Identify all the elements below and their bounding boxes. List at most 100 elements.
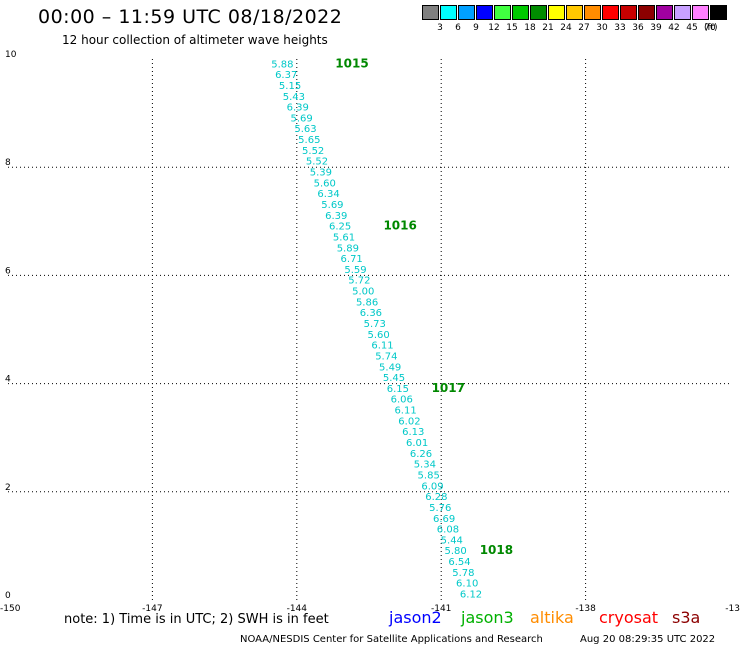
legend-swatch <box>566 5 583 20</box>
legend-label: 42 <box>668 23 680 33</box>
swh-point-label: 6.06 <box>391 395 413 406</box>
swh-point-label: 6.10 <box>456 579 478 590</box>
swh-point-label: 6.28 <box>425 492 447 503</box>
satellite-altika: altika <box>530 608 574 627</box>
legend-swatch <box>620 5 637 20</box>
legend-label: 12 <box>488 23 500 33</box>
x-tick-label: -150 <box>0 604 21 614</box>
legend-swatch <box>674 5 691 20</box>
swh-point-label: 6.09 <box>421 481 443 492</box>
pass-label: 1016 <box>383 219 416 233</box>
swh-point-label: 5.52 <box>302 146 324 157</box>
swh-point-label: 5.85 <box>418 470 440 481</box>
legend-swatch <box>458 5 475 20</box>
swh-point-label: 6.11 <box>394 406 416 417</box>
swh-point-label: 5.74 <box>375 351 397 362</box>
swh-point-label: 6.71 <box>341 254 363 265</box>
swh-point-label: 5.15 <box>279 81 301 92</box>
legend-label: 45 <box>686 23 698 33</box>
legend-swatch <box>476 5 493 20</box>
swh-point-label: 5.59 <box>344 265 366 276</box>
legend-label: 3 <box>437 23 443 33</box>
y-tick-label: 2 <box>5 483 11 493</box>
swh-point-label: 5.45 <box>383 373 405 384</box>
y-tick-label: 4 <box>5 375 11 385</box>
legend-label: 39 <box>650 23 662 33</box>
satellite-jason3: jason3 <box>461 608 514 627</box>
swh-point-label: 6.15 <box>387 384 409 395</box>
swh-point-label: 6.34 <box>317 189 339 200</box>
legend-swatch <box>440 5 457 20</box>
swh-point-label: 5.52 <box>306 157 328 168</box>
swh-point-label: 5.00 <box>352 287 374 298</box>
swh-point-label: 6.01 <box>406 438 428 449</box>
legend-swatch <box>584 5 601 20</box>
swh-point-label: 6.37 <box>275 70 297 81</box>
swh-point-label: 5.65 <box>298 135 320 146</box>
swh-point-label: 5.72 <box>348 276 370 287</box>
legend-label: 21 <box>542 23 554 33</box>
swh-point-label: 6.26 <box>410 449 432 460</box>
legend-label: 18 <box>524 23 536 33</box>
swh-point-label: 6.39 <box>287 103 309 114</box>
legend-swatch <box>710 5 727 20</box>
legend-label: 24 <box>560 23 572 33</box>
legend-label: 15 <box>506 23 518 33</box>
swh-point-label: 5.60 <box>367 330 389 341</box>
swh-point-label: 6.13 <box>402 427 424 438</box>
swh-point-label: 5.69 <box>321 200 343 211</box>
x-tick-label: -144 <box>287 604 308 614</box>
satellite-jason2: jason2 <box>389 608 442 627</box>
swh-point-label: 5.78 <box>452 568 474 579</box>
y-tick-label: 6 <box>5 266 11 276</box>
legend-swatch <box>494 5 511 20</box>
x-tick-label: -138 <box>575 604 596 614</box>
legend-label: 6 <box>455 23 461 33</box>
y-tick-label: 8 <box>5 158 11 168</box>
swh-point-label: 5.63 <box>294 124 316 135</box>
satellite-cryosat: cryosat <box>599 608 659 627</box>
swh-point-label: 5.61 <box>333 232 355 243</box>
legend-swatch <box>530 5 547 20</box>
swh-point-label: 5.76 <box>429 503 451 514</box>
legend-label: 33 <box>614 23 626 33</box>
legend-swatch <box>422 5 439 20</box>
footer-note: note: 1) Time is in UTC; 2) SWH is in fe… <box>64 612 329 627</box>
satellite-s3a: s3a <box>672 608 701 627</box>
y-tick-label: 10 <box>5 50 17 60</box>
swh-point-label: 6.69 <box>433 514 455 525</box>
swh-point-label: 5.89 <box>337 243 359 254</box>
swh-point-label: 5.60 <box>314 178 336 189</box>
swh-point-label: 6.11 <box>371 341 393 352</box>
swh-point-label: 6.02 <box>398 416 420 427</box>
swh-point-label: 6.12 <box>460 590 482 601</box>
swh-point-label: 5.88 <box>271 59 293 70</box>
legend-unit-label: (ft) <box>704 23 718 33</box>
pass-label: 1015 <box>335 56 368 70</box>
swh-point-label: 5.69 <box>290 113 312 124</box>
legend-label: 70 <box>704 23 716 33</box>
legend-label: 9 <box>473 23 479 33</box>
chart-title: 00:00 – 11:59 UTC 08/18/2022 <box>38 6 343 28</box>
chart-subtitle: 12 hour collection of altimeter wave hei… <box>62 33 328 47</box>
y-tick-label: 0 <box>5 591 11 601</box>
credit-line: NOAA/NESDIS Center for Satellite Applica… <box>240 634 543 645</box>
swh-point-label: 5.86 <box>356 297 378 308</box>
generated-timestamp: Aug 20 08:29:35 UTC 2022 <box>580 634 716 645</box>
swh-point-label: 6.08 <box>437 525 459 536</box>
swh-point-label: 5.44 <box>441 535 463 546</box>
swh-point-label: 6.39 <box>325 211 347 222</box>
swh-point-label: 5.43 <box>283 92 305 103</box>
x-tick-label: -13 <box>725 604 740 614</box>
legend-swatch <box>638 5 655 20</box>
swh-point-label: 5.49 <box>379 362 401 373</box>
swh-point-label: 5.73 <box>364 319 386 330</box>
legend-swatch <box>656 5 673 20</box>
swh-point-label: 5.34 <box>414 460 436 471</box>
legend-swatch <box>548 5 565 20</box>
legend-label: 36 <box>632 23 644 33</box>
legend-swatch <box>512 5 529 20</box>
legend-swatch <box>602 5 619 20</box>
x-tick-label: -147 <box>142 604 162 614</box>
